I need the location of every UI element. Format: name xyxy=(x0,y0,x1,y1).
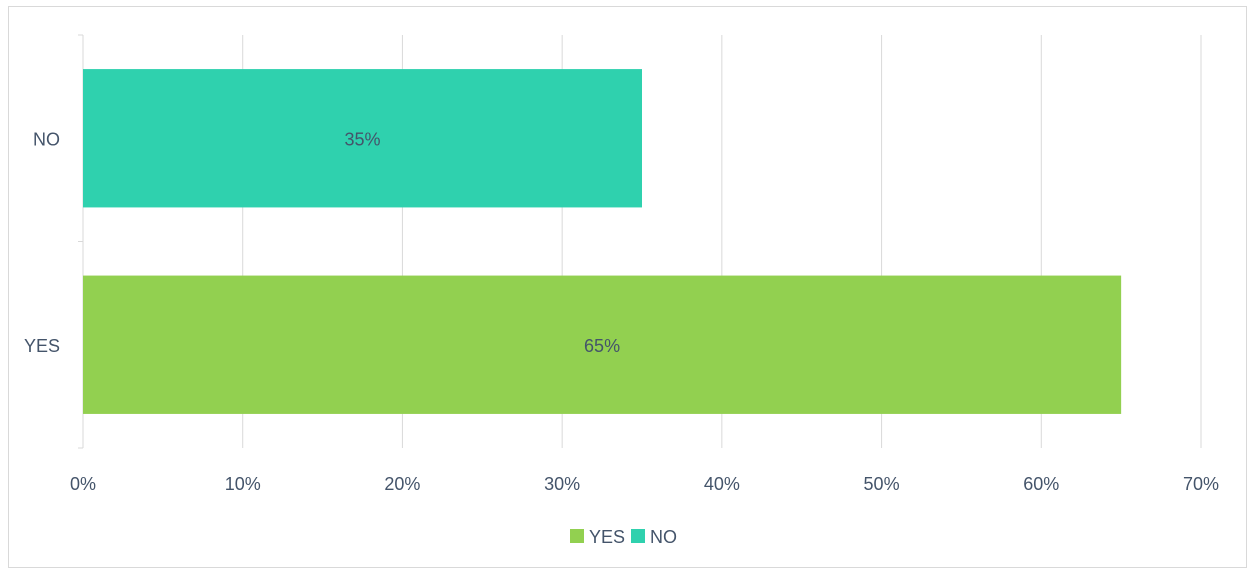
category-label-no: NO xyxy=(33,129,60,149)
x-tick-label: 40% xyxy=(704,474,740,494)
x-tick-label: 10% xyxy=(225,474,261,494)
data-labels: 35% 65% xyxy=(344,129,620,356)
x-tick-label: 20% xyxy=(384,474,420,494)
data-label-no: 35% xyxy=(344,129,380,149)
x-axis-ticks: 0% 10% 20% 30% 40% 50% 60% 70% xyxy=(70,474,1219,494)
x-tick-label: 50% xyxy=(864,474,900,494)
legend-swatch-no xyxy=(631,529,645,543)
category-axis xyxy=(78,34,84,449)
legend-swatch-yes xyxy=(570,529,584,543)
legend: YES NO xyxy=(570,527,677,547)
legend-label-yes: YES xyxy=(589,527,625,547)
bars xyxy=(83,69,1122,414)
x-tick-label: 70% xyxy=(1183,474,1219,494)
category-label-yes: YES xyxy=(24,336,60,356)
bar-no xyxy=(83,69,642,208)
x-tick-label: 60% xyxy=(1023,474,1059,494)
legend-label-no: NO xyxy=(650,527,677,547)
x-tick-label: 0% xyxy=(70,474,96,494)
x-tick-label: 30% xyxy=(544,474,580,494)
data-label-yes: 65% xyxy=(584,336,620,356)
bar-yes xyxy=(83,275,1122,414)
category-labels: NO YES xyxy=(24,129,60,356)
